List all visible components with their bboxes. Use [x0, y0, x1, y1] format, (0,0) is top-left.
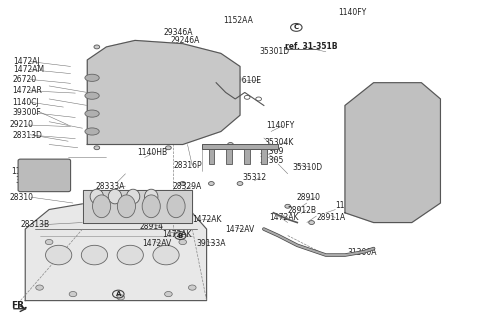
- Text: FR.: FR.: [11, 301, 27, 310]
- Ellipse shape: [144, 189, 158, 204]
- Ellipse shape: [85, 92, 99, 99]
- Ellipse shape: [117, 245, 144, 265]
- Circle shape: [309, 221, 314, 224]
- Circle shape: [189, 285, 196, 290]
- Ellipse shape: [85, 128, 99, 135]
- Circle shape: [94, 45, 100, 49]
- Circle shape: [285, 204, 290, 208]
- Text: 28333A: 28333A: [96, 182, 125, 191]
- Circle shape: [165, 292, 172, 297]
- Text: 28316P: 28316P: [173, 161, 202, 170]
- Text: 29346A: 29346A: [164, 28, 193, 37]
- Text: 35100B: 35100B: [16, 176, 45, 185]
- Text: 28313B: 28313B: [21, 220, 49, 229]
- Bar: [202, 145, 278, 149]
- Bar: [262, 149, 267, 164]
- Text: 1152AA: 1152AA: [223, 16, 253, 25]
- Text: 35310D: 35310D: [292, 163, 323, 172]
- Polygon shape: [83, 190, 192, 222]
- Text: 28912B: 28912B: [288, 206, 317, 215]
- Circle shape: [261, 145, 268, 150]
- Text: 35305: 35305: [259, 155, 284, 165]
- Ellipse shape: [108, 189, 121, 204]
- Text: ref. 31-351B: ref. 31-351B: [285, 42, 338, 51]
- Text: 1140EJ: 1140EJ: [336, 201, 362, 210]
- Text: 39610E: 39610E: [232, 75, 262, 85]
- Text: 29246A: 29246A: [171, 36, 200, 45]
- Circle shape: [366, 162, 372, 166]
- Ellipse shape: [126, 189, 140, 204]
- Text: 39133A: 39133A: [196, 239, 226, 248]
- Text: 29240: 29240: [398, 172, 422, 181]
- Text: B: B: [173, 90, 178, 95]
- Text: 1140CJ: 1140CJ: [12, 98, 38, 107]
- Circle shape: [94, 146, 100, 150]
- Text: 28910: 28910: [296, 193, 320, 202]
- Ellipse shape: [85, 110, 99, 117]
- Polygon shape: [25, 203, 206, 300]
- Circle shape: [380, 182, 386, 185]
- Circle shape: [226, 145, 232, 150]
- Text: 1472AV: 1472AV: [142, 239, 171, 248]
- Ellipse shape: [153, 245, 179, 265]
- Text: 28914: 28914: [140, 222, 164, 231]
- Text: 1472AV: 1472AV: [226, 225, 255, 234]
- Text: 1140FY: 1140FY: [266, 121, 295, 130]
- Ellipse shape: [81, 245, 108, 265]
- Text: 35309: 35309: [259, 147, 284, 156]
- Text: C: C: [294, 24, 299, 31]
- Text: 1140HB: 1140HB: [137, 148, 168, 157]
- Ellipse shape: [117, 195, 135, 218]
- Circle shape: [180, 182, 186, 185]
- Text: 1472AJ: 1472AJ: [13, 57, 40, 66]
- Ellipse shape: [142, 195, 160, 218]
- Text: 1140FY: 1140FY: [338, 8, 366, 17]
- Bar: [208, 149, 214, 164]
- Circle shape: [36, 285, 43, 290]
- Text: 35301D: 35301D: [259, 47, 289, 56]
- Ellipse shape: [46, 245, 72, 265]
- FancyBboxPatch shape: [18, 159, 71, 192]
- Text: B: B: [178, 233, 183, 238]
- Circle shape: [243, 145, 250, 150]
- Circle shape: [179, 239, 187, 245]
- Polygon shape: [87, 40, 240, 145]
- Text: 28329A: 28329A: [172, 182, 202, 191]
- Text: 1472AR: 1472AR: [12, 86, 42, 95]
- Circle shape: [237, 182, 243, 185]
- Circle shape: [166, 146, 171, 150]
- Circle shape: [45, 239, 53, 245]
- Text: A: A: [116, 291, 121, 297]
- Circle shape: [208, 145, 215, 150]
- Circle shape: [208, 182, 214, 185]
- Ellipse shape: [93, 195, 111, 218]
- Text: 1472AM: 1472AM: [13, 65, 45, 74]
- Text: 26720: 26720: [12, 75, 36, 84]
- Ellipse shape: [90, 189, 104, 204]
- Text: 31923C: 31923C: [373, 163, 403, 173]
- Circle shape: [69, 292, 77, 297]
- Text: 29218: 29218: [147, 111, 171, 120]
- Text: 1472AK: 1472AK: [163, 230, 192, 239]
- Text: 39300F: 39300F: [13, 109, 42, 117]
- Text: 29210: 29210: [10, 120, 34, 130]
- Circle shape: [132, 45, 138, 49]
- Polygon shape: [345, 83, 441, 222]
- Text: 35312: 35312: [242, 173, 266, 181]
- Ellipse shape: [167, 195, 185, 218]
- Text: 28911A: 28911A: [316, 213, 346, 222]
- Text: 1140HB: 1140HB: [136, 101, 166, 110]
- Circle shape: [228, 143, 233, 146]
- Text: 1472AK: 1472AK: [270, 213, 299, 222]
- Text: 28310: 28310: [10, 193, 34, 202]
- Text: 28313D: 28313D: [13, 131, 43, 140]
- Text: 31300A: 31300A: [348, 248, 377, 257]
- Bar: [226, 149, 232, 164]
- Text: 1472AK: 1472AK: [192, 215, 222, 224]
- Circle shape: [117, 295, 124, 300]
- Ellipse shape: [85, 74, 99, 81]
- Bar: [244, 149, 250, 164]
- Text: 1170AC: 1170AC: [11, 167, 40, 176]
- Text: 35304K: 35304K: [265, 138, 294, 147]
